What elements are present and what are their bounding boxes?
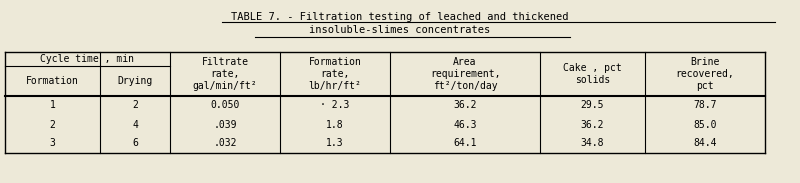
Text: 46.3: 46.3 xyxy=(454,119,477,130)
Text: 6: 6 xyxy=(132,139,138,148)
Text: 1: 1 xyxy=(50,100,55,111)
Text: 85.0: 85.0 xyxy=(694,119,717,130)
Text: 34.8: 34.8 xyxy=(581,139,604,148)
Text: 1.8: 1.8 xyxy=(326,119,344,130)
Text: 3: 3 xyxy=(50,139,55,148)
Text: 36.2: 36.2 xyxy=(454,100,477,111)
Text: 84.4: 84.4 xyxy=(694,139,717,148)
Text: Cake , pct
solids: Cake , pct solids xyxy=(563,63,622,85)
Text: 36.2: 36.2 xyxy=(581,119,604,130)
Text: .032: .032 xyxy=(214,139,237,148)
Text: Formation: Formation xyxy=(26,76,79,86)
Text: Filtrate
rate,
gal/min/ft²: Filtrate rate, gal/min/ft² xyxy=(193,57,258,91)
Text: insoluble-slimes concentrates: insoluble-slimes concentrates xyxy=(310,25,490,35)
Text: 29.5: 29.5 xyxy=(581,100,604,111)
Text: 64.1: 64.1 xyxy=(454,139,477,148)
Text: Cycle time , min: Cycle time , min xyxy=(41,54,134,64)
Text: Formation
rate,
lb/hr/ft²: Formation rate, lb/hr/ft² xyxy=(309,57,362,91)
Text: 1.3: 1.3 xyxy=(326,139,344,148)
Text: 0.050: 0.050 xyxy=(210,100,240,111)
Text: .039: .039 xyxy=(214,119,237,130)
Text: Area
requirement,
ft²/ton/day: Area requirement, ft²/ton/day xyxy=(430,57,500,91)
Text: Drying: Drying xyxy=(118,76,153,86)
Text: 78.7: 78.7 xyxy=(694,100,717,111)
Text: TABLE 7. - Filtration testing of leached and thickened: TABLE 7. - Filtration testing of leached… xyxy=(231,12,569,22)
Text: 4: 4 xyxy=(132,119,138,130)
Text: 2: 2 xyxy=(50,119,55,130)
Text: Brine
recovered,
pct: Brine recovered, pct xyxy=(676,57,734,91)
Text: 2: 2 xyxy=(132,100,138,111)
Text: · 2.3: · 2.3 xyxy=(320,100,350,111)
